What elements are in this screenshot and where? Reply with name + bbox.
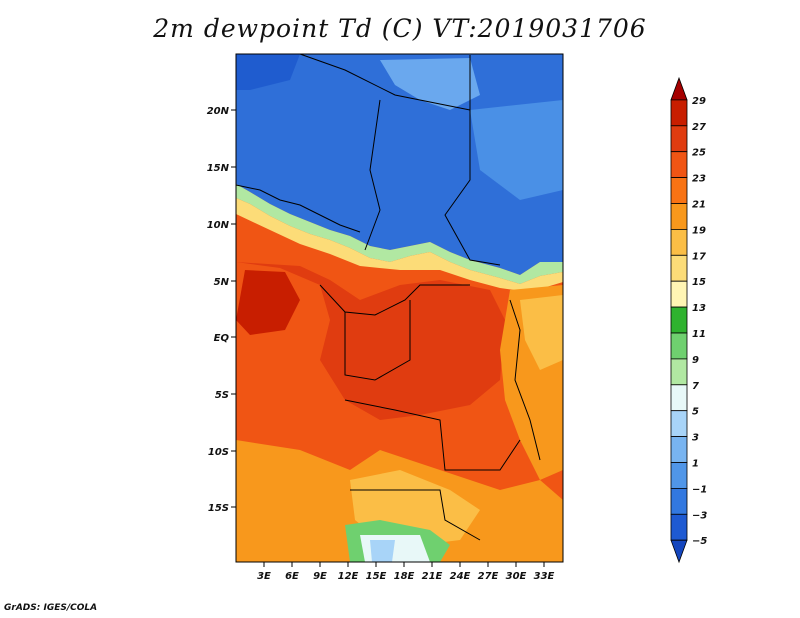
- lon-label-9e: 9E: [313, 571, 327, 582]
- colorbar-label: 7: [692, 381, 699, 392]
- colorbar-swatch: [670, 177, 688, 204]
- colorbar-swatch: [670, 332, 688, 360]
- lon-label-24e: 24E: [450, 571, 471, 582]
- lon-label-21e: 21E: [422, 571, 443, 582]
- colorbar-label: 1: [692, 459, 699, 470]
- colorbar-swatch: [670, 410, 688, 438]
- colorbar-swatch: [670, 203, 688, 230]
- lat-label-20n: 20N: [207, 106, 230, 117]
- colorbar-label: 17: [692, 251, 706, 262]
- lon-label-27e: 27E: [478, 571, 499, 582]
- colorbar-swatch: [670, 436, 688, 463]
- colorbar-swatch: [670, 539, 688, 564]
- colorbar-label: 19: [692, 225, 706, 236]
- colorbar-label: −1: [692, 484, 707, 495]
- colorbar-swatch: [670, 462, 688, 489]
- colorbar-label: 15: [692, 277, 706, 288]
- lon-label-30e: 30E: [506, 571, 527, 582]
- lon-label-18e: 18E: [394, 571, 415, 582]
- colorbar-label: 29: [692, 96, 706, 107]
- colorbar-label: 13: [692, 303, 706, 314]
- colorbar-swatch: [670, 228, 688, 256]
- colorbar-label: −5: [692, 536, 707, 547]
- lat-label-15s: 15S: [208, 503, 229, 514]
- lat-label-eq: EQ: [214, 333, 230, 344]
- lon-label-15e: 15E: [366, 571, 387, 582]
- colorbar-swatch: [670, 76, 688, 101]
- colorbar-label: 25: [692, 148, 706, 159]
- lat-label-5n: 5N: [214, 277, 230, 288]
- colorbar-swatch: [670, 306, 688, 334]
- colorbar-swatch: [670, 151, 688, 178]
- colorbar-label: 9: [692, 355, 699, 366]
- colorbar-label: 21: [692, 200, 706, 211]
- map-frame: [235, 53, 564, 563]
- colorbar-label: 27: [692, 122, 706, 133]
- lon-label-3e: 3E: [257, 571, 271, 582]
- dewpoint-field: [235, 53, 563, 562]
- colorbar-swatch: [670, 254, 688, 282]
- colorbar-label: 23: [692, 174, 706, 185]
- lon-axis: 3E 6E 9E 12E 15E 18E 21E 24E 27E 30E 33E: [257, 562, 555, 582]
- colorbar-label: 11: [692, 329, 706, 340]
- lat-axis: 20N 15N 10N 5N EQ 5S 10S 15S: [207, 106, 236, 514]
- lon-label-33e: 33E: [534, 571, 555, 582]
- colorbar-swatch: [670, 280, 688, 308]
- lat-label-10s: 10S: [208, 447, 229, 458]
- colorbar-label: 3: [692, 433, 699, 444]
- grads-credit: GrADS: IGES/COLA: [4, 603, 98, 613]
- colorbar: 29 27 25 23 21 19 17 15 13 11 9 7 5 3 1 −1 −3 −5: [670, 76, 707, 564]
- colorbar-swatch: [670, 125, 688, 153]
- colorbar-swatch: [670, 358, 688, 386]
- lon-label-6e: 6E: [285, 571, 299, 582]
- colorbar-label: 5: [692, 407, 699, 418]
- lon-label-12e: 12E: [338, 571, 359, 582]
- colorbar-swatch: [670, 513, 688, 541]
- lat-label-15n: 15N: [207, 163, 230, 174]
- lat-label-10n: 10N: [207, 220, 230, 231]
- lat-label-5s: 5S: [215, 390, 229, 401]
- colorbar-swatch: [670, 99, 688, 127]
- colorbar-swatch: [670, 384, 688, 412]
- colorbar-swatch: [670, 487, 688, 515]
- colorbar-label: −3: [692, 510, 707, 521]
- map-title: 2m dewpoint Td (C) VT:2019031706: [153, 14, 647, 43]
